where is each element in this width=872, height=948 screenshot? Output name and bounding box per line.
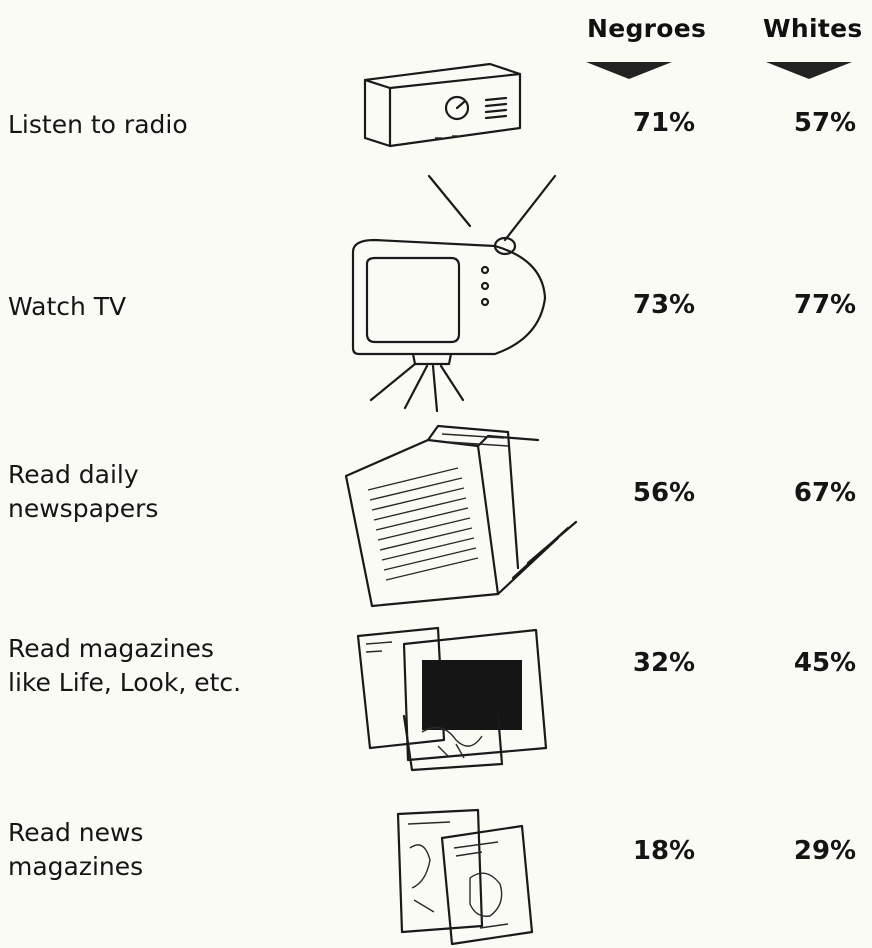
value-whites-row-5: 29% — [793, 836, 857, 866]
row-label-news-magazines-line-1: Read news — [8, 818, 144, 847]
value-negroes-row-3: 56% — [632, 478, 696, 508]
newspaper-icon — [344, 424, 578, 608]
row-label-newspapers-line-2: newspapers — [8, 494, 159, 523]
value-whites-row-4: 45% — [793, 648, 857, 678]
row-label-news-magazines: Read news magazines — [8, 816, 143, 884]
row-label-magazines-line-1: Read magazines — [8, 634, 214, 663]
down-arrow-negroes-icon — [586, 62, 672, 79]
value-negroes-row-5: 18% — [632, 836, 696, 866]
column-header-whites: Whites — [763, 14, 863, 43]
row-label-radio: Listen to radio — [8, 110, 188, 139]
row-label-tv: Watch TV — [8, 292, 127, 321]
value-whites-row-1: 57% — [793, 108, 857, 138]
magazines-icon — [356, 626, 548, 772]
row-label-newspapers: Read daily newspapers — [8, 458, 158, 526]
value-negroes-row-4: 32% — [632, 648, 696, 678]
column-header-negroes: Negroes — [587, 14, 707, 43]
radio-icon — [363, 62, 522, 148]
television-icon — [351, 174, 557, 413]
row-label-news-magazines-line-2: magazines — [8, 852, 144, 881]
row-label-magazines: Read magazines like Life, Look, etc. — [8, 632, 241, 700]
news-magazines-icon — [396, 808, 534, 946]
value-negroes-row-2: 73% — [632, 290, 696, 320]
value-negroes-row-1: 71% — [632, 108, 696, 138]
row-label-magazines-line-2: like Life, Look, etc. — [8, 668, 242, 697]
down-arrow-whites-icon — [766, 62, 852, 79]
row-label-newspapers-line-1: Read daily — [8, 460, 139, 489]
value-whites-row-2: 77% — [793, 290, 857, 320]
value-whites-row-3: 67% — [793, 478, 857, 508]
